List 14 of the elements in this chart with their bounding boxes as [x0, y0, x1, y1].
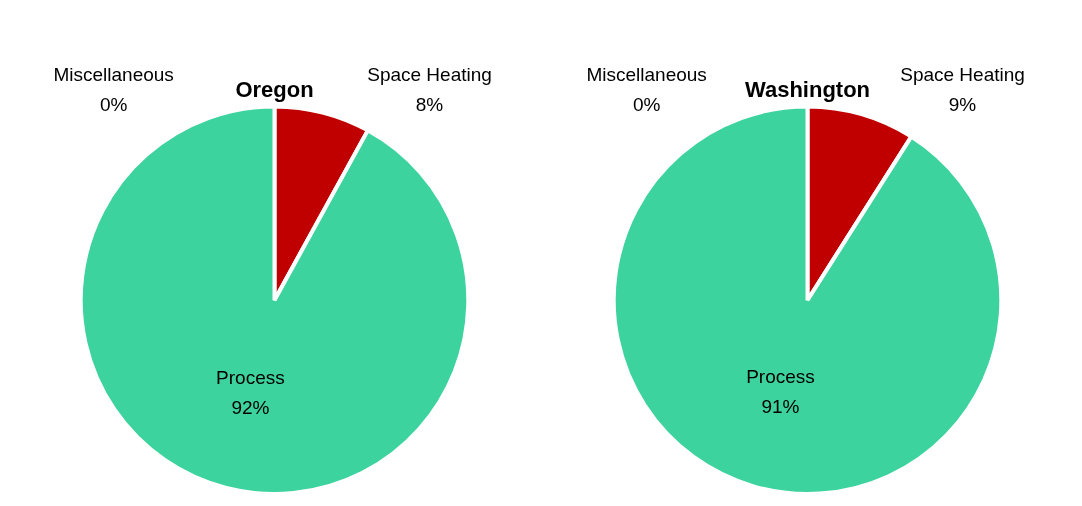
slice-label: Process	[746, 366, 815, 388]
slice-label: Space Heating	[900, 64, 1025, 86]
slice-label: Space Heating	[367, 64, 492, 86]
data-label: 91%	[761, 396, 800, 418]
category-label: Miscellaneous	[586, 64, 707, 86]
text: 0%	[99, 94, 128, 116]
data-label: 8%	[415, 94, 444, 116]
slice-label: Process	[216, 367, 285, 389]
data-label: 9%	[948, 94, 977, 116]
chart-title: Oregon	[235, 77, 314, 103]
category-label: Miscellaneous	[53, 64, 174, 86]
data-label: 92%	[231, 397, 270, 419]
text: 0%	[632, 94, 661, 116]
chart-title: Washington	[744, 77, 871, 103]
